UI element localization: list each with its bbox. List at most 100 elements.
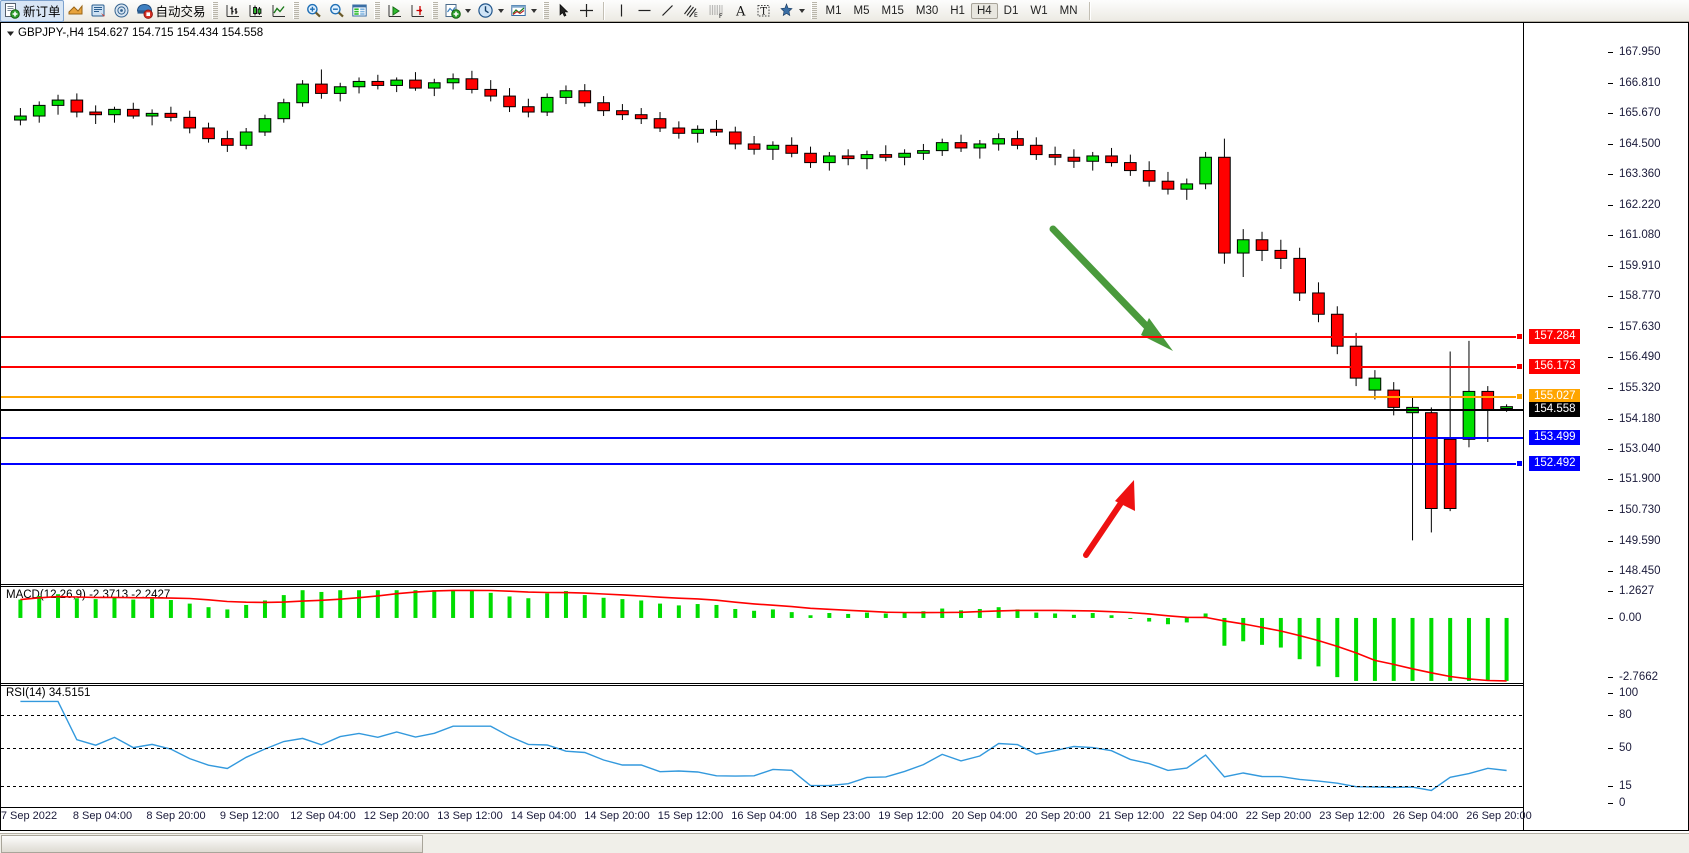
line-chart-button[interactable] [267,1,290,21]
period-icon [477,2,494,19]
autotrading-icon [136,2,153,19]
rsi-scale[interactable]: 100 80 50 15 0 [1608,686,1688,809]
chevron-down-icon[interactable] [798,8,805,13]
candlestick-chart-button[interactable] [244,1,267,21]
rsi-header: RSI(14) 34.5151 [6,687,91,699]
auto-scroll-button[interactable] [383,1,406,21]
timeframe-m30[interactable]: M30 [915,4,939,17]
templates-icon [510,2,527,19]
bar-chart-button[interactable] [221,1,244,21]
take-profit-line-1-handle[interactable] [1516,332,1523,340]
equidistant-channel-button[interactable]: E [679,1,704,21]
zoom-in-icon [305,2,322,19]
scrollbar-thumb[interactable] [1,835,423,853]
price-pane[interactable] [1,37,1523,583]
time-tick-label: 16 Sep 04:00 [731,810,797,822]
stop-loss-line-2-handle[interactable] [1516,460,1523,468]
svg-text:A: A [735,5,746,20]
time-tick-label: 12 Sep 20:00 [363,810,430,822]
stop-loss-line-2-price-tag[interactable]: 152.492 [1529,456,1580,472]
pending-order-line[interactable] [1,396,1523,399]
new-order-button[interactable]: 新订单 [0,0,64,22]
chart-shift-button[interactable] [406,1,429,21]
price-tick-mark [1608,571,1613,573]
price-tick-label: 166.810 [1619,76,1661,89]
stop-loss-line-2[interactable] [1,463,1523,466]
macd-scale[interactable]: 1.2627 0.00 -2.7662 [1608,585,1688,683]
timeframe-d1[interactable]: D1 [1003,4,1019,17]
macd-rsi-divider [1,683,1524,684]
rsi-tick-label: 80 [1619,708,1632,721]
timeframe-m15[interactable]: M15 [881,4,904,17]
price-tick-mark [1608,479,1613,481]
zoom-out-button[interactable] [325,1,348,21]
rsi-tick-label: 0 [1619,796,1626,809]
time-tick-label: 15 Sep 12:00 [657,810,724,822]
add-indicator-button[interactable] [441,1,474,21]
price-tick-mark [1608,357,1613,359]
signals-icon [113,2,130,19]
price-tick-mark [1608,296,1613,298]
crosshair-button[interactable] [575,1,598,21]
autotrading-button[interactable]: 自动交易 [133,1,209,21]
rsi-pane[interactable] [1,686,1523,807]
horizontal-scrollbar[interactable] [0,833,1689,853]
chevron-down-icon[interactable] [497,8,504,13]
signals-button[interactable] [110,1,133,21]
macd-rsi-divider-2 [1,685,1524,686]
new-order-label: 新订单 [23,4,61,19]
zoom-in-button[interactable] [302,1,325,21]
stop-loss-line-1[interactable] [1,436,1523,439]
take-profit-line-2-price-tag[interactable]: 156.173 [1529,358,1580,374]
period-button[interactable] [474,1,507,21]
price-tick-mark [1608,174,1613,176]
timeframe-w1[interactable]: W1 [1030,4,1048,17]
chevron-down-icon[interactable] [464,8,471,13]
rsi-level-80 [1,714,1523,716]
time-tick-label: 23 Sep 12:00 [1319,810,1385,822]
data-window-button[interactable] [348,1,371,21]
timeframe-m5[interactable]: M5 [853,4,870,17]
vertical-line-button[interactable] [610,1,633,21]
templates-button[interactable] [507,1,540,21]
stop-loss-line-1-price-tag[interactable]: 153.499 [1529,429,1580,445]
cursor-button[interactable] [552,1,575,21]
macd-pane[interactable] [1,587,1523,682]
price-tick-mark [1608,266,1613,268]
fibonacci-icon: F [707,2,726,19]
chevron-down-icon[interactable] [530,8,537,13]
toolbar-separator [810,2,817,19]
horizontal-line-button[interactable] [633,1,656,21]
pending-order-line-handle[interactable] [1516,393,1523,401]
timeframe-group: M1 M5 M15 M30 H1 H4 D1 W1 MN [820,2,1084,19]
price-scale[interactable]: 167.950 166.810 165.670 164.500 163.360 162.2… [1608,37,1688,583]
shapes-button[interactable] [775,1,808,21]
take-profit-line-1-price-tag[interactable]: 157.284 [1529,328,1580,344]
trendline-button[interactable] [656,1,679,21]
terminal-button[interactable] [87,1,110,21]
price-tick-label: 161.080 [1619,228,1661,241]
terminal-icon [90,2,107,19]
current-price-line-price-tag[interactable]: 154.558 [1529,401,1580,417]
text-label-button[interactable]: T [752,1,775,21]
indicators-button[interactable] [64,1,87,21]
text-button[interactable]: A [729,1,752,21]
fibonacci-button[interactable]: F [704,1,729,21]
pending-order-line-price-tag[interactable]: 155.027 [1529,389,1580,405]
price-tick-label: 154.180 [1619,412,1661,425]
timeframe-mn[interactable]: MN [1059,4,1078,17]
macd-tick-mark [1608,617,1613,619]
time-scale[interactable]: 7 Sep 2022 8 Sep 04:00 8 Sep 20:00 9 Sep 12… [1,808,1532,830]
timeframe-h1[interactable]: H1 [950,4,965,17]
chart-window[interactable]: GBPJPY-,H4 154.627 154.715 154.434 154.5… [0,22,1689,831]
timeframe-h4[interactable]: H4 [970,2,998,19]
take-profit-line-2[interactable] [1,365,1523,368]
take-profit-line-2-handle[interactable] [1516,362,1523,370]
chart-macd-divider-2 [1,586,1524,587]
current-price-line[interactable] [1,408,1523,411]
svg-text:F: F [719,13,723,19]
take-profit-line-1[interactable] [1,335,1523,338]
chart-collapse-icon[interactable] [6,29,15,38]
timeframe-m1[interactable]: M1 [825,4,842,17]
time-tick-label: 20 Sep 20:00 [1025,810,1091,822]
